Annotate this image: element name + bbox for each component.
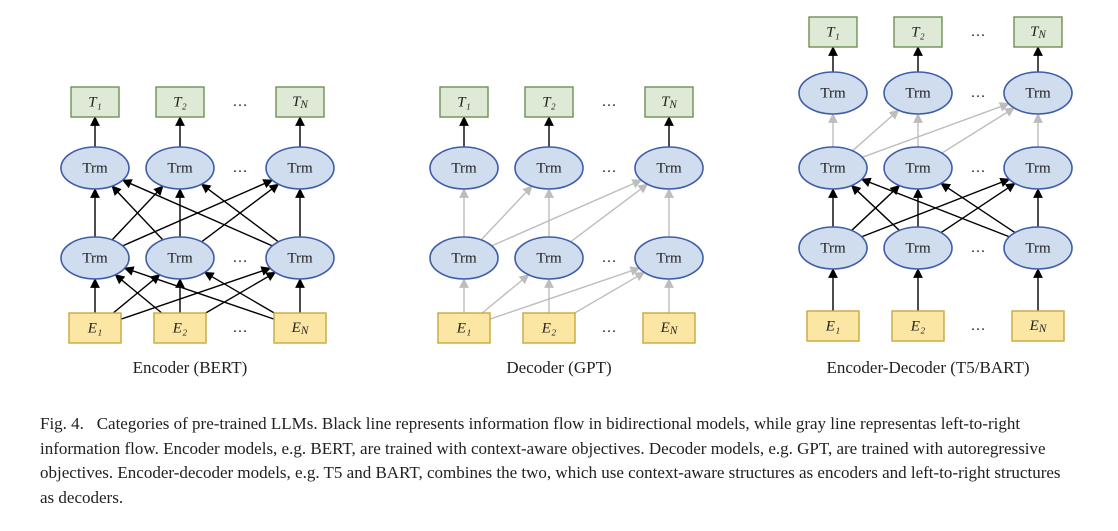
svg-text:E₂: E₂: [910, 318, 925, 334]
figure-label: Fig. 4.: [40, 414, 84, 433]
ellipsis: …: [602, 250, 617, 266]
ellipsis: …: [233, 320, 248, 336]
transformer-label: Trm: [82, 160, 108, 176]
svg-text:E₁: E₁: [87, 320, 102, 336]
ellipsis: …: [971, 160, 986, 176]
panel-decoder: T₁T₂TN…TrmTrmTrm…TrmTrmTrm…E₁E₂EN…Decode…: [409, 78, 709, 378]
ellipsis: …: [233, 250, 248, 266]
panel-caption-encdec: Encoder-Decoder (T5/BART): [826, 358, 1029, 378]
transformer-label: Trm: [536, 250, 562, 266]
panel-svg-encoder: T₁T₂TN…TrmTrmTrm…TrmTrmTrm…E₁E₂EN…: [40, 78, 340, 348]
flow-arrow: [852, 110, 898, 151]
transformer-label: Trm: [451, 250, 477, 266]
svg-text:T₁: T₁: [88, 94, 102, 110]
panel-svg-encdec: T₁T₂TN…TrmTrmTrm…TrmTrmTrm…TrmTrmTrm…E₁E…: [778, 8, 1078, 348]
flow-arrow: [492, 180, 642, 246]
flow-arrow: [113, 275, 159, 313]
panel-encoder: T₁T₂TN…TrmTrmTrm…TrmTrmTrm…E₁E₂EN…Encode…: [40, 78, 340, 378]
transformer-label: Trm: [1025, 85, 1051, 101]
ellipsis: …: [602, 160, 617, 176]
transformer-label: Trm: [167, 250, 193, 266]
ellipsis: …: [971, 85, 986, 101]
transformer-label: Trm: [536, 160, 562, 176]
svg-text:T₁: T₁: [457, 94, 471, 110]
ellipsis: …: [233, 94, 248, 110]
ellipsis: …: [971, 318, 986, 334]
panel-svg-decoder: T₁T₂TN…TrmTrmTrm…TrmTrmTrm…E₁E₂EN…: [409, 78, 709, 348]
ellipsis: …: [233, 160, 248, 176]
transformer-label: Trm: [287, 250, 313, 266]
panel-encdec: T₁T₂TN…TrmTrmTrm…TrmTrmTrm…TrmTrmTrm…E₁E…: [778, 8, 1078, 378]
transformer-label: Trm: [1025, 160, 1051, 176]
transformer-label: Trm: [820, 85, 846, 101]
figure-page: T₁T₂TN…TrmTrmTrm…TrmTrmTrm…E₁E₂EN…Encode…: [0, 0, 1118, 531]
figure-row: T₁T₂TN…TrmTrmTrm…TrmTrmTrm…E₁E₂EN…Encode…: [40, 8, 1078, 378]
panel-caption-encoder: Encoder (BERT): [133, 358, 248, 378]
svg-text:E₂: E₂: [172, 320, 187, 336]
transformer-label: Trm: [820, 160, 846, 176]
svg-text:T₂: T₂: [542, 94, 556, 110]
transformer-label: Trm: [905, 160, 931, 176]
svg-text:E₁: E₁: [456, 320, 471, 336]
svg-text:T₂: T₂: [173, 94, 187, 110]
ellipsis: …: [602, 94, 617, 110]
ellipsis: …: [602, 320, 617, 336]
transformer-label: Trm: [287, 160, 313, 176]
transformer-label: Trm: [656, 160, 682, 176]
ellipsis: …: [971, 240, 986, 256]
transformer-label: Trm: [905, 85, 931, 101]
transformer-label: Trm: [1025, 240, 1051, 256]
panel-caption-decoder: Decoder (GPT): [506, 358, 611, 378]
ellipsis: …: [971, 24, 986, 40]
transformer-label: Trm: [167, 160, 193, 176]
transformer-label: Trm: [451, 160, 477, 176]
transformer-label: Trm: [656, 250, 682, 266]
figure-text: Categories of pre-trained LLMs. Black li…: [40, 414, 1061, 507]
figure-caption: Fig. 4. Categories of pre-trained LLMs. …: [40, 412, 1078, 511]
transformer-label: Trm: [820, 240, 846, 256]
transformer-label: Trm: [905, 240, 931, 256]
flow-arrow: [482, 275, 528, 313]
flow-arrow: [571, 184, 648, 242]
svg-text:T₂: T₂: [911, 24, 925, 40]
svg-text:E₂: E₂: [541, 320, 556, 336]
transformer-label: Trm: [82, 250, 108, 266]
svg-text:T₁: T₁: [826, 24, 840, 40]
svg-text:E₁: E₁: [825, 318, 840, 334]
